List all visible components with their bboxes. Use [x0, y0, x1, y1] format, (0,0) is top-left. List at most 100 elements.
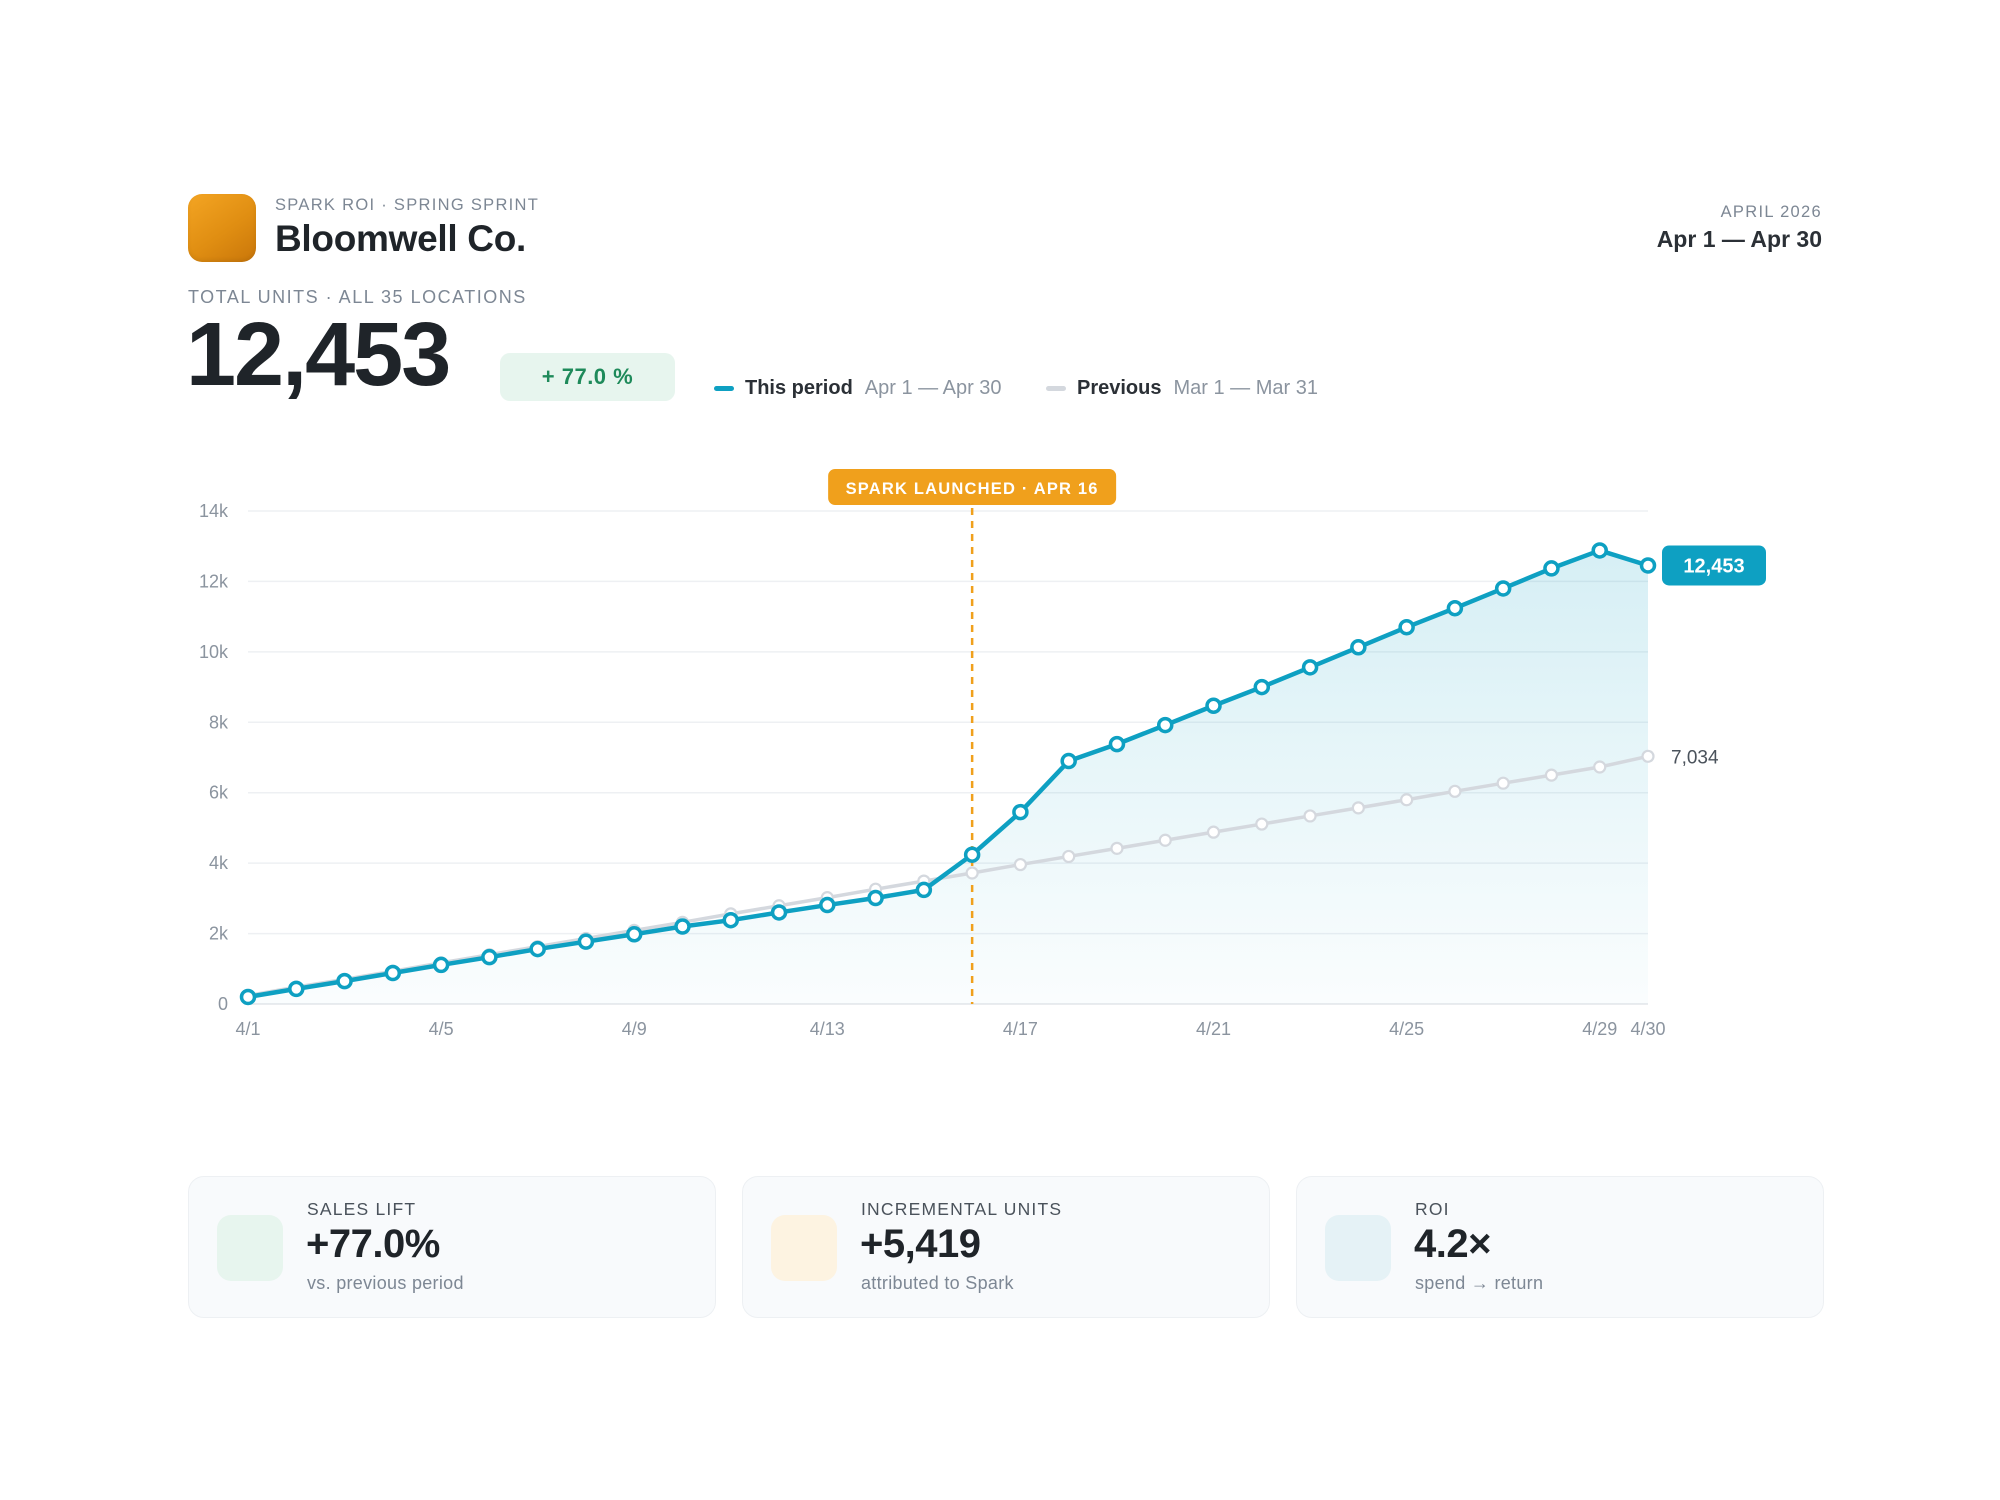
- y-tick-label: 10k: [199, 642, 229, 662]
- data-point-previous: [1110, 841, 1124, 855]
- kpi-value: +5,419: [860, 1222, 981, 1266]
- data-point-previous: [1062, 849, 1076, 864]
- period-range: Apr 1 — Apr 30: [1656, 226, 1822, 252]
- data-point-previous: [1303, 809, 1317, 823]
- kpi-subtext: vs. previous period: [307, 1273, 464, 1293]
- data-point-previous: [1544, 768, 1559, 782]
- data-point-current: [674, 918, 691, 935]
- total-units-label: TOTAL UNITS · ALL 35 LOCATIONS: [188, 287, 527, 307]
- data-point-current: [1156, 716, 1174, 734]
- period-eyebrow: APRIL 2026: [1720, 203, 1822, 221]
- data-point-current: [770, 904, 788, 921]
- kpi-subtext: spend → return: [1415, 1273, 1544, 1293]
- data-point-current: [288, 980, 305, 998]
- annotation-label: SPARK LAUNCHED · APR 16: [846, 480, 1099, 498]
- x-tick-label: 4/13: [810, 1019, 845, 1039]
- data-point-current: [1398, 618, 1415, 636]
- kpi-card-incremental-units: INCREMENTAL UNITS +5,419 attributed to S…: [742, 1176, 1270, 1318]
- data-point-current: [1446, 599, 1464, 617]
- legend-name-previous: Previous: [1077, 377, 1162, 399]
- kpi-chip-sales-lift: [217, 1215, 283, 1281]
- data-point-current: [1108, 735, 1126, 753]
- kpi-card-roi: ROI 4.2× spend → return: [1296, 1176, 1824, 1318]
- data-point-current: [1253, 678, 1271, 696]
- data-point-current: [1012, 803, 1029, 821]
- kpi-card-sales-lift: SALES LIFT +77.0% vs. previous period: [188, 1176, 716, 1318]
- y-tick-label: 6k: [209, 783, 229, 803]
- data-point-current: [963, 846, 981, 863]
- y-tick-label: 12k: [199, 571, 229, 591]
- data-point-previous: [1013, 857, 1028, 872]
- end-label-current: 12,453: [1683, 555, 1744, 577]
- x-tick-label: 4/21: [1196, 1019, 1231, 1039]
- data-point-current: [1350, 639, 1367, 656]
- data-point-current: [1301, 659, 1319, 676]
- legend-item-previous: Previous Mar 1 — Mar 31: [1046, 377, 1318, 400]
- report-eyebrow: SPARK ROI · SPRING SPRINT: [275, 196, 540, 214]
- data-point-current: [384, 964, 402, 982]
- brand-name: Bloomwell Co.: [275, 218, 526, 259]
- x-tick-label: 4/1: [235, 1019, 260, 1039]
- legend-item-current: This period Apr 1 — Apr 30: [714, 377, 1002, 400]
- y-tick-label: 0: [218, 994, 228, 1014]
- kpi-value: +77.0%: [306, 1222, 440, 1266]
- y-tick-label: 4k: [209, 853, 229, 873]
- data-point-current: [432, 956, 450, 974]
- legend-swatch-previous: [1046, 386, 1066, 391]
- kpi-label: INCREMENTAL UNITS: [861, 1199, 1063, 1219]
- end-label-previous: 7,034: [1671, 747, 1719, 768]
- y-tick-label: 14k: [199, 501, 229, 521]
- kpi-chip-incremental-units: [771, 1215, 837, 1281]
- data-point-previous: [1496, 776, 1510, 790]
- x-tick-label: 4/9: [622, 1019, 647, 1039]
- x-tick-label: 4/5: [429, 1019, 454, 1039]
- x-tick-label: 4/25: [1389, 1019, 1424, 1039]
- data-point-previous: [1206, 825, 1221, 839]
- area-fill-current: [248, 550, 1648, 1004]
- data-point-current: [577, 933, 595, 950]
- data-point-previous: [1400, 793, 1414, 807]
- x-tick-label: 4/30: [1630, 1019, 1665, 1039]
- data-point-current: [819, 896, 836, 914]
- y-tick-label: 2k: [209, 924, 229, 944]
- data-point-current: [1060, 752, 1077, 770]
- brand-logo: [188, 194, 256, 262]
- kpi-label: ROI: [1415, 1199, 1450, 1219]
- kpi-subtext: attributed to Spark: [861, 1273, 1014, 1293]
- kpi-value: 4.2×: [1414, 1222, 1491, 1266]
- data-point-current: [722, 911, 740, 929]
- kpi-label: SALES LIFT: [307, 1199, 417, 1219]
- delta-badge: + 77.0 %: [500, 353, 675, 401]
- legend-name-current: This period: [745, 377, 853, 399]
- total-units-value: 12,453: [186, 305, 451, 405]
- y-tick-label: 8k: [209, 712, 229, 732]
- data-point-current: [915, 881, 933, 899]
- data-point-current: [625, 926, 643, 943]
- data-point-current: [1639, 557, 1657, 574]
- data-point-current: [1543, 560, 1560, 577]
- data-point-previous: [1593, 760, 1607, 774]
- line-chart: 0 2k 4k 6k 8k 10k 12k 14k 4/1 4/5 4/9 4/13 4/17 4/21 4…: [199, 469, 1766, 1039]
- legend-range-current: Apr 1 — Apr 30: [864, 377, 1002, 399]
- end-label-badge-current: [1662, 545, 1766, 586]
- data-point-current: [1591, 542, 1608, 559]
- legend-swatch-current: [714, 386, 734, 391]
- annotation-badge: [828, 469, 1117, 505]
- data-point-current: [1494, 580, 1512, 597]
- data-point-previous: [1448, 784, 1462, 798]
- data-point-previous: [965, 866, 979, 880]
- data-point-current: [481, 948, 498, 966]
- data-point-current: [1205, 697, 1222, 714]
- data-point-previous: [1255, 817, 1269, 831]
- data-point-previous: [1351, 801, 1365, 815]
- data-point-current: [529, 940, 546, 958]
- data-point-current: [867, 889, 884, 907]
- data-point-previous: [1641, 749, 1655, 763]
- data-point-previous: [1158, 833, 1172, 847]
- data-point-current: [239, 988, 257, 1006]
- data-point-current: [336, 972, 353, 990]
- legend-range-previous: Mar 1 — Mar 31: [1173, 377, 1318, 399]
- kpi-chip-roi: [1325, 1215, 1391, 1281]
- x-tick-label: 4/17: [1003, 1019, 1038, 1039]
- x-tick-label: 4/29: [1582, 1019, 1617, 1039]
